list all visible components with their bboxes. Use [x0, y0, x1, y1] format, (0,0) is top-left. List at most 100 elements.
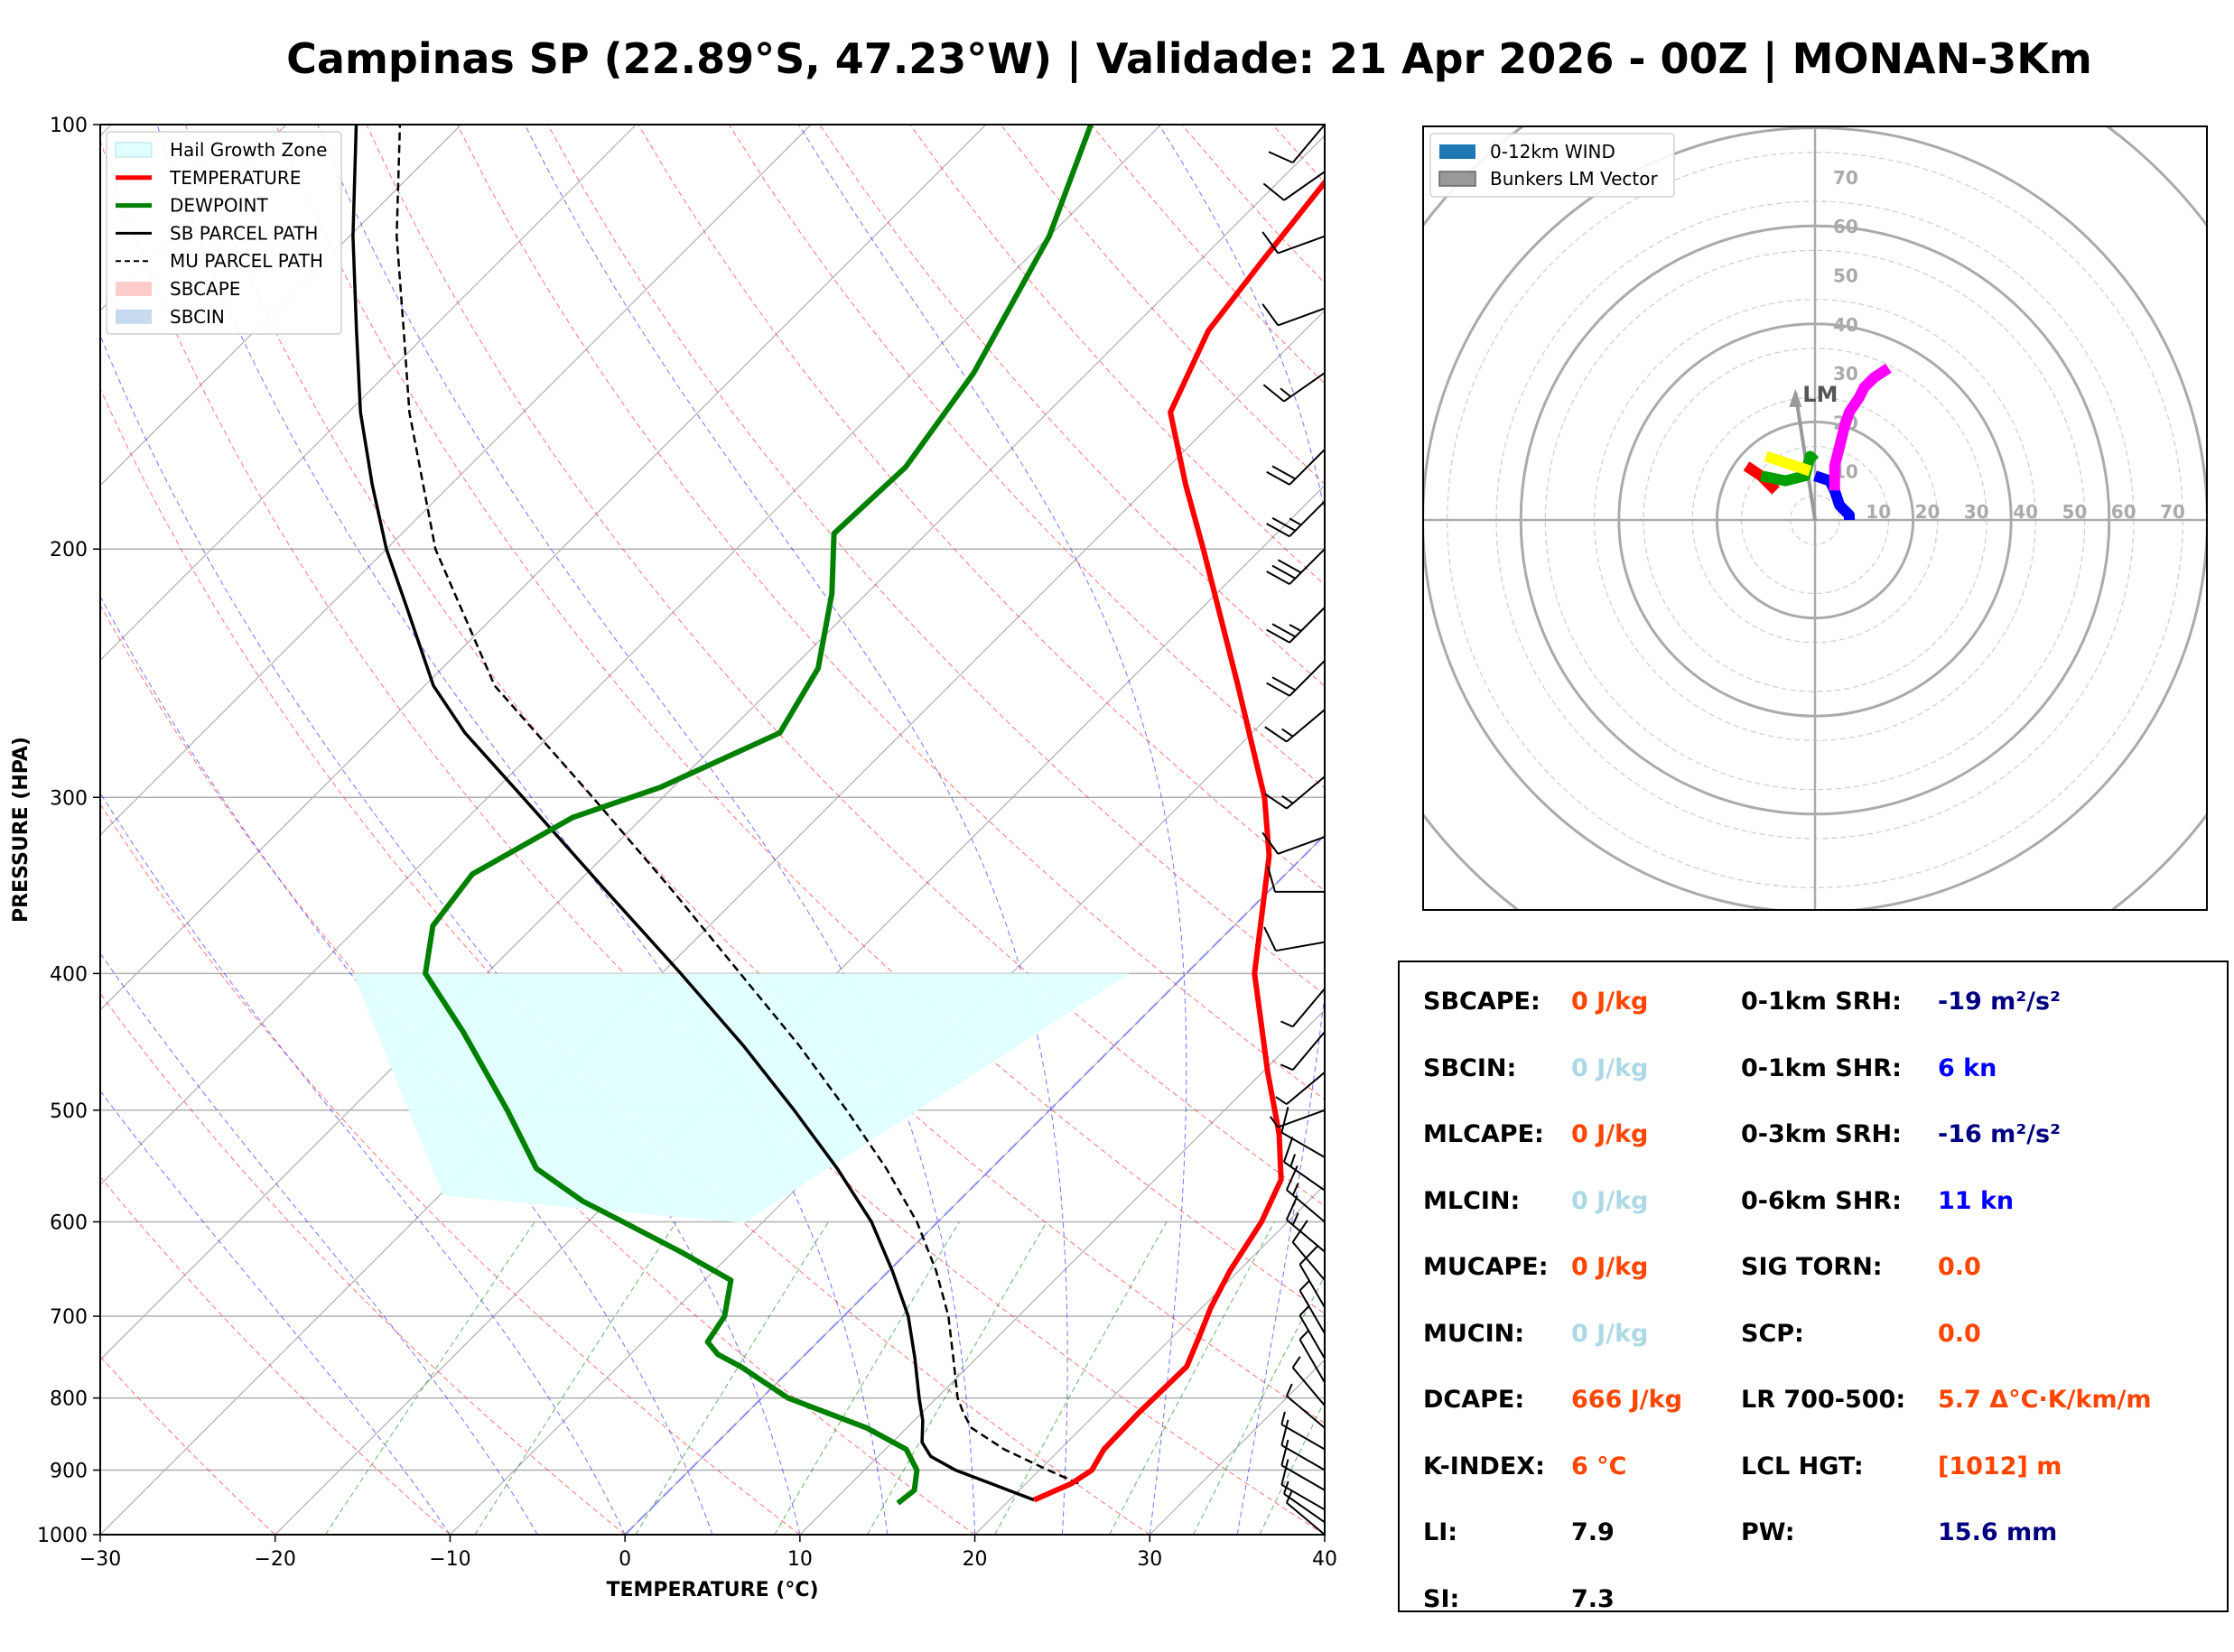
barb-staff	[1280, 1131, 1326, 1158]
barb-flag	[1261, 231, 1280, 255]
dry-adiabat	[184, 125, 1325, 1425]
hail-growth-zone-fill	[353, 973, 1130, 1223]
wind-barb	[1280, 1107, 1326, 1158]
barb-staff	[1289, 449, 1326, 486]
legend-swatch	[1439, 144, 1475, 159]
hodograph-ring-label: 60	[2111, 501, 2136, 523]
param-label: DCAPE:	[1423, 1386, 1525, 1414]
barb-flag	[1268, 151, 1294, 164]
legend-label: Bunkers LM Vector	[1490, 168, 1659, 190]
barb-half-flag	[1285, 1383, 1293, 1397]
isotherm-line	[100, 310, 1325, 1535]
barb-half-flag	[1299, 1305, 1310, 1316]
barb-staff	[1277, 1109, 1326, 1128]
legend-swatch	[116, 309, 152, 324]
barb-flag	[1271, 465, 1296, 480]
y-tick-label: 600	[50, 1211, 88, 1234]
barb-flag	[1261, 831, 1280, 855]
legend-label: TEMPERATURE	[169, 167, 301, 189]
barb-staff	[1289, 660, 1326, 697]
param-value: 6 kn	[1938, 1053, 1997, 1082]
y-axis-label: PRESSURE (HPA)	[10, 737, 33, 923]
dry-adiabat	[100, 803, 801, 1535]
barb-staff	[1299, 1314, 1326, 1360]
legend-label: MU PARCEL PATH	[170, 250, 323, 272]
param-value: 0 J/kg	[1571, 1253, 1649, 1281]
moist-adiabat	[100, 334, 801, 1535]
param-label: 0-6km SHR:	[1741, 1186, 1902, 1215]
x-tick-label: 0	[619, 1548, 631, 1571]
hodograph-segment	[1829, 363, 1892, 491]
wind-barb	[1262, 372, 1326, 403]
moist-adiabat	[100, 792, 626, 1535]
isotherm-line	[100, 125, 1161, 1186]
wind-barb	[1299, 1329, 1326, 1383]
hodograph-ring-label: 30	[1964, 501, 1989, 523]
barb-staff	[1280, 1444, 1326, 1471]
x-tick-label: −20	[254, 1548, 295, 1571]
param-label: SBCAPE:	[1423, 988, 1541, 1016]
barb-half-flag	[1299, 1329, 1310, 1341]
wind-barb	[1264, 775, 1326, 810]
param-label: K-INDEX:	[1423, 1452, 1545, 1480]
param-label: MUCAPE:	[1423, 1253, 1549, 1281]
barb-half-flag	[1280, 1063, 1294, 1072]
skew-t-legend: Hail Growth Zone TEMPERATURE DEWPOINT SB PA…	[106, 131, 342, 335]
mixing-ratio-line	[1109, 1221, 1275, 1535]
hodograph-ring-label: 20	[1915, 501, 1941, 523]
chart-title: Campinas SP (22.89°S, 47.23°W) | Validad…	[286, 34, 2092, 83]
param-label: 0-1km SHR:	[1741, 1053, 1902, 1082]
param-label: 0-1km SRH:	[1741, 988, 1902, 1016]
barb-staff	[1277, 836, 1326, 855]
barb-flag	[1280, 1439, 1289, 1466]
y-tick-label: 1000	[37, 1525, 88, 1547]
x-tick-label: −30	[79, 1548, 121, 1571]
hodograph-ring-label: 60	[1833, 216, 1858, 237]
moist-adiabat	[1159, 125, 1325, 1535]
hodograph-traces: LM	[1743, 363, 1892, 521]
y-tick-label: 300	[50, 787, 88, 810]
y-tick-label: 200	[50, 539, 88, 561]
dry-adiabat	[728, 125, 1325, 789]
barb-staff	[1291, 1031, 1326, 1071]
barb-half-flag	[1291, 1212, 1299, 1226]
temperature-line	[1032, 178, 1325, 1503]
barb-staff	[1283, 171, 1326, 201]
wind-barb	[1285, 1490, 1326, 1536]
barb-flag	[1263, 926, 1277, 951]
legend-label: DEWPOINT	[170, 195, 268, 217]
dewpoint-line	[423, 125, 1094, 1506]
hodograph-ring-label: 40	[1833, 314, 1858, 336]
moist-adiabat	[524, 125, 1068, 1535]
param-label: SIG TORN:	[1741, 1253, 1883, 1281]
param-label: SBCIN:	[1423, 1053, 1517, 1082]
param-value: 0.0	[1938, 1253, 1981, 1281]
barb-staff	[1283, 1492, 1326, 1524]
barb-flag	[1264, 726, 1288, 743]
barb-flag	[1271, 623, 1296, 638]
barb-flag	[1262, 182, 1285, 201]
param-label: PW:	[1741, 1518, 1795, 1546]
dry-adiabat	[100, 1175, 451, 1535]
hodograph-legend: 0-12km WIND Bunkers LM Vector	[1429, 133, 1675, 198]
mixing-ratio-line	[867, 1221, 1047, 1535]
param-label: MLCAPE:	[1423, 1120, 1544, 1148]
legend-box	[1429, 133, 1675, 198]
barb-half-flag	[1280, 387, 1291, 398]
param-value: 7.9	[1571, 1518, 1615, 1546]
legend-swatch	[116, 282, 152, 296]
hodograph-ring-label: 70	[1833, 167, 1858, 189]
param-value: 0 J/kg	[1571, 1120, 1649, 1148]
barb-staff	[1286, 1189, 1326, 1223]
hodograph-segment	[1764, 450, 1812, 477]
barb-half-flag	[1291, 1356, 1301, 1369]
barb-staff	[1291, 124, 1326, 163]
barb-flag	[1280, 1107, 1289, 1133]
param-value: 11 kn	[1938, 1186, 2015, 1215]
barb-flag	[1280, 1419, 1289, 1446]
bunkers-lm-label: LM	[1802, 382, 1838, 407]
mixing-ratio-line	[774, 1221, 960, 1535]
barb-staff	[1299, 1290, 1326, 1334]
legend-label: SBCIN	[170, 306, 225, 328]
